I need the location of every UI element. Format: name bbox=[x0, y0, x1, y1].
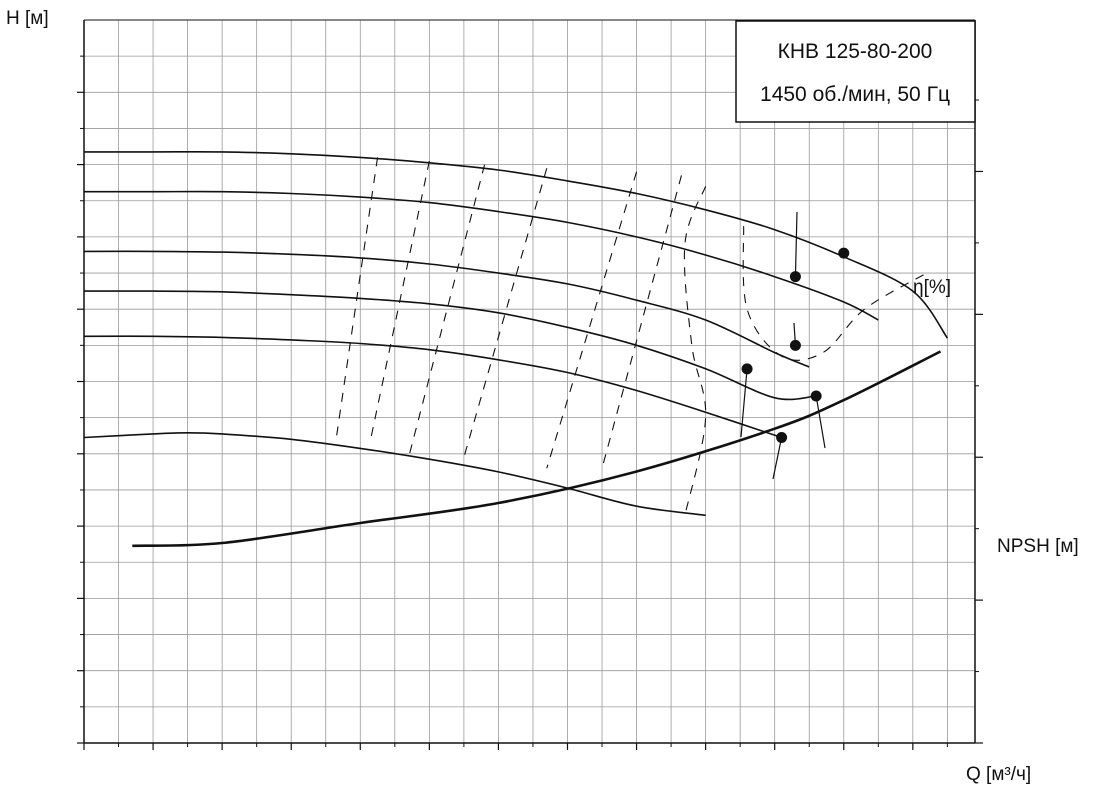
head-curves bbox=[83, 150, 949, 517]
head-curve-C bbox=[83, 250, 810, 368]
point-leader-line bbox=[793, 322, 797, 346]
efficiency-line-70 bbox=[463, 168, 548, 458]
y2-axis-label: NPSH [м] bbox=[997, 536, 1079, 557]
npsh-curve bbox=[132, 350, 942, 548]
efficiency-lines bbox=[335, 157, 927, 516]
head-curve-D bbox=[83, 290, 817, 401]
efficiency-line-78 bbox=[683, 186, 707, 516]
efficiency-line-79 bbox=[742, 226, 927, 361]
efficiency-points bbox=[740, 211, 850, 480]
efficiency-line-60 bbox=[370, 160, 430, 440]
npsh-line bbox=[132, 350, 942, 548]
efficiency-line-75 bbox=[546, 171, 638, 469]
head-curve-E bbox=[83, 335, 782, 439]
y-axis-label: H [м] bbox=[6, 8, 49, 29]
head-curve-5 bbox=[83, 431, 706, 517]
point-leader-line bbox=[794, 211, 798, 277]
title-box: КНВ 125-80-200 1450 об./мин, 50 Гц bbox=[735, 20, 976, 123]
point-leader-line bbox=[815, 395, 826, 449]
efficiency-point bbox=[838, 247, 850, 259]
point-leader-line bbox=[772, 437, 783, 480]
chart-title: КНВ 125-80-200 bbox=[778, 40, 933, 63]
grid-lines bbox=[84, 20, 975, 743]
x-axis-label: Q [м³/ч] bbox=[966, 764, 1031, 785]
efficiency-line-77 bbox=[601, 175, 682, 469]
point-leader-line bbox=[740, 368, 748, 438]
chart-subtitle: 1450 об./мин, 50 Гц bbox=[760, 83, 950, 106]
axes bbox=[77, 19, 983, 750]
head-curve-A bbox=[84, 150, 949, 339]
head-curve-B bbox=[84, 190, 879, 321]
efficiency-label: η[%] bbox=[913, 277, 951, 298]
